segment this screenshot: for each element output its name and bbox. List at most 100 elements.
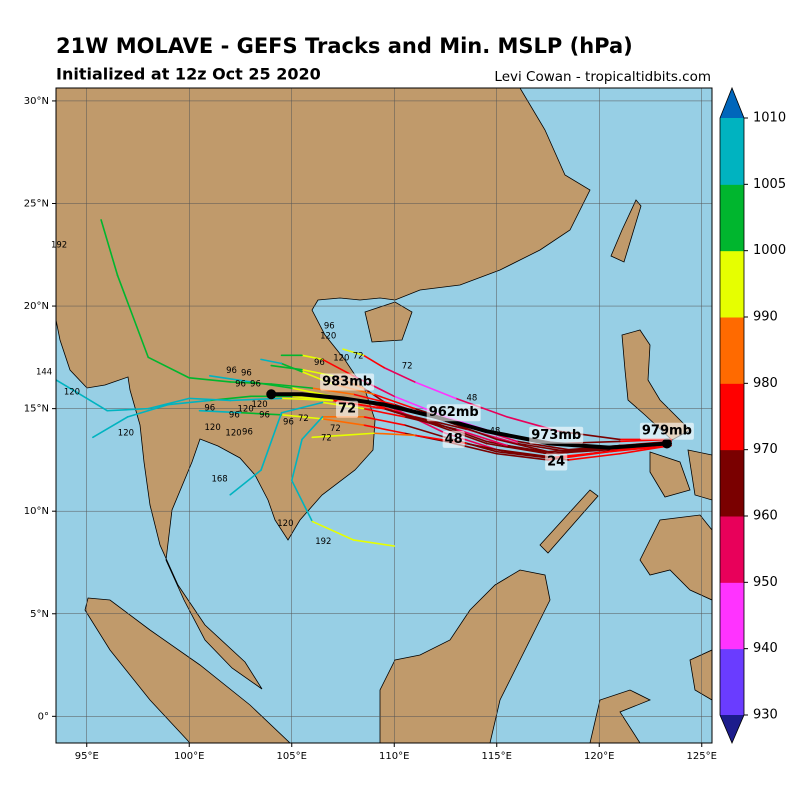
- hour-label: 96: [314, 358, 325, 368]
- colorbar-tick-label: 990: [753, 310, 778, 325]
- mean-label: 24: [547, 454, 565, 469]
- ensemble-track-segment: [413, 381, 457, 400]
- hour-label: 120: [225, 429, 241, 439]
- ensemble-track-segment: [301, 416, 324, 441]
- hour-label: 120: [205, 423, 221, 433]
- hour-label: 96: [241, 369, 252, 379]
- hour-label: 72: [321, 434, 332, 444]
- hour-label: 192: [315, 537, 331, 547]
- ensemble-track-segment: [239, 411, 283, 416]
- ensemble-track-segment: [198, 409, 242, 414]
- ensemble-track-segment: [56, 379, 78, 394]
- colorbar-band: [720, 449, 744, 517]
- hour-label: 96: [235, 380, 246, 390]
- hour-label: 120: [238, 405, 254, 415]
- colorbar-tick-label: 940: [753, 641, 778, 656]
- ensemble-track-segment: [280, 362, 303, 373]
- sumatra: [84, 597, 291, 743]
- ensemble-track-segment: [188, 377, 232, 383]
- palawan: [539, 489, 599, 554]
- y-tick-label: 5°N: [30, 609, 49, 620]
- hour-label: 144: [36, 368, 52, 378]
- colorbar-band: [720, 184, 744, 252]
- borneo: [379, 569, 551, 743]
- map-frame: [55, 87, 713, 744]
- ensemble-track-segment: [147, 356, 191, 379]
- label-box: [336, 400, 359, 418]
- y-tick-label: 25°N: [24, 198, 49, 209]
- x-tick-label: 105°E: [277, 751, 307, 762]
- ensemble-track-segment: [147, 397, 191, 410]
- ensemble-track-segment: [290, 479, 314, 523]
- hour-label: 72: [402, 362, 413, 372]
- ensemble-track-segment: [567, 452, 621, 461]
- credit: Levi Cowan - tropicaltidbits.com: [494, 69, 711, 85]
- visayas-east: [687, 449, 712, 501]
- ensemble-track-segment: [465, 442, 519, 455]
- ensemble-track-segment: [383, 407, 437, 426]
- chart-subtitle: Initialized at 12z Oct 25 2020: [56, 65, 321, 84]
- hour-label: 72: [330, 424, 341, 434]
- ensemble-track-segment: [362, 354, 385, 369]
- x-tick-label: 95°E: [75, 751, 99, 762]
- label-box: [639, 422, 694, 440]
- colorbar-tick-label: 980: [753, 376, 778, 391]
- labels: 95°E 100°E 105°E 110°E 115°E 120°E 125°E 0° 5°N 1…: [24, 96, 717, 762]
- ensemble-track-segment: [311, 520, 355, 541]
- mean-label: 48: [445, 432, 463, 447]
- y-tick-label: 15°N: [24, 404, 49, 415]
- ensemble-track-segment: [618, 438, 672, 443]
- hour-label: 120: [277, 519, 293, 529]
- chart-title: 21W MOLAVE - GEFS Tracks and Min. MSLP (…: [56, 34, 633, 58]
- ensemble-track-segment: [321, 358, 355, 377]
- colorbar-tick-label: 960: [753, 509, 778, 524]
- hour-label: 48: [467, 394, 478, 404]
- hour-label: 72: [353, 352, 364, 362]
- colorbar-tick-label: 1000: [753, 243, 786, 258]
- colorbar-band: [720, 317, 744, 384]
- hour-label: 96: [283, 418, 294, 428]
- ensemble-track-segment: [188, 397, 232, 402]
- ensemble-track-segment: [229, 381, 273, 385]
- y-tick-label: 20°N: [24, 301, 49, 312]
- y-tick-label: 30°N: [24, 96, 49, 107]
- colorbar: 930 940 950 960 970 980 990 1000 1005 1010: [719, 86, 786, 745]
- ensemble-track-segment: [100, 219, 119, 277]
- hour-label: 96: [259, 411, 270, 421]
- colorbar-band: [720, 118, 744, 185]
- hour-label: 96: [229, 411, 240, 421]
- x-tick-label: 110°E: [379, 751, 409, 762]
- x-tick-label: 125°E: [687, 751, 717, 762]
- colorbar-band: [720, 383, 744, 451]
- hour-label: 120: [64, 388, 80, 398]
- ensemble-track-segment: [280, 397, 334, 402]
- ensemble-track-segment: [301, 354, 324, 361]
- colorbar-tick-label: 950: [753, 575, 778, 590]
- ensemble-track-segment: [372, 393, 416, 410]
- ensemble-track-segment: [321, 418, 365, 426]
- ensemble-track-segment: [495, 438, 549, 453]
- ensemble-track-segment: [506, 444, 560, 455]
- colorbar-tick-label: 970: [753, 442, 778, 457]
- colorbar-tick-label: 1005: [753, 177, 786, 192]
- ensemble-track-segment: [311, 434, 344, 439]
- colorbar-band: [720, 250, 744, 318]
- ensemble-track-segment: [516, 440, 570, 451]
- ensemble-track-segment: [495, 452, 549, 461]
- hour-label: 48: [489, 427, 500, 437]
- ensemble-track-segment: [106, 407, 150, 412]
- label-box: [442, 430, 465, 448]
- ensemble-track-segment: [290, 438, 303, 482]
- ensemble-track-segment: [260, 411, 283, 471]
- hour-label: 96: [242, 428, 253, 438]
- hour-label: 96: [204, 404, 215, 414]
- hour-label: 120: [333, 354, 349, 364]
- ensemble-track-segment: [280, 413, 324, 420]
- mean-label: 72: [338, 402, 356, 417]
- label-box: [320, 373, 375, 391]
- mean-label: 962mb: [429, 405, 479, 420]
- y-tick-label: 10°N: [24, 506, 49, 517]
- hour-label: 120: [118, 429, 134, 439]
- x-tick-label: 100°E: [174, 751, 204, 762]
- colorbar-tick-label: 1010: [753, 111, 786, 126]
